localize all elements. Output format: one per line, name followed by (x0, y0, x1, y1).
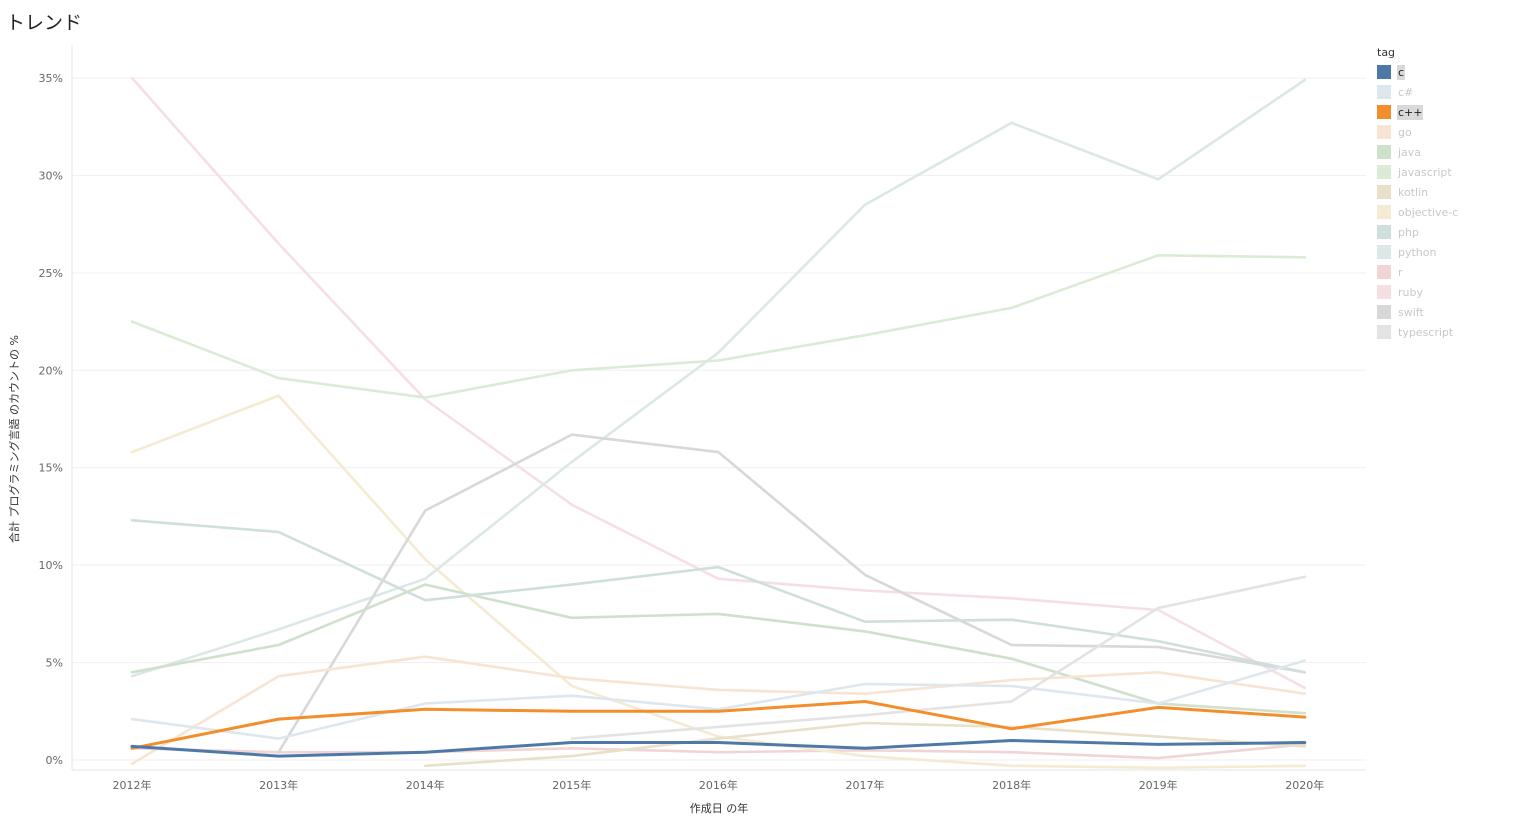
legend-swatch (1377, 145, 1391, 159)
x-tick-label: 2016年 (699, 778, 738, 792)
legend-label: php (1398, 225, 1419, 239)
y-tick-label: 5% (46, 657, 63, 670)
chart-title: トレンド (6, 12, 83, 34)
x-tick-label: 2019年 (1139, 778, 1178, 792)
x-axis-title: 作成日 の年 (690, 801, 749, 815)
y-tick-label: 15% (39, 462, 63, 475)
series-line-c (130, 739, 1307, 758)
legend-item[interactable]: java (1377, 142, 1507, 162)
y-axis: 0% 5% 10% 15% 20% 25% 30% 35% (39, 45, 73, 770)
series-line-javascript (130, 254, 1307, 399)
legend-item[interactable]: go (1377, 122, 1507, 142)
series-line-typescript (570, 575, 1307, 740)
legend-item[interactable]: swift (1377, 302, 1507, 322)
series-line-c (130, 700, 1307, 750)
series-line-objective-c (130, 394, 1307, 770)
legend-label: c (1397, 64, 1406, 80)
y-tick-label: 10% (39, 559, 63, 572)
legend-item[interactable]: r (1377, 262, 1507, 282)
series-line-php (130, 519, 1307, 674)
series-line-swift (277, 433, 1307, 754)
y-tick-label: 0% (46, 754, 63, 767)
legend-item[interactable]: c (1377, 62, 1507, 82)
legend-item[interactable]: typescript (1377, 322, 1507, 342)
legend-label: java (1398, 145, 1422, 159)
legend-swatch (1377, 165, 1391, 179)
legend-label: ruby (1398, 285, 1423, 299)
legend: tag c c# c++ go java javascript kotlin objectiv… (1377, 46, 1507, 342)
x-tick-label: 2015年 (552, 778, 591, 792)
legend-swatch (1377, 285, 1391, 299)
legend-swatch (1377, 265, 1391, 279)
series-line-java (130, 583, 1307, 715)
legend-item[interactable]: php (1377, 222, 1507, 242)
series-line-go (130, 655, 1307, 766)
series-line-r (130, 743, 1307, 760)
legend-label: c# (1398, 85, 1414, 99)
legend-item[interactable]: objective-c (1377, 202, 1507, 222)
series-line-kotlin (423, 721, 1307, 768)
legend-item[interactable]: kotlin (1377, 182, 1507, 202)
series-line-ruby (130, 76, 1307, 690)
legend-items: c c# c++ go java javascript kotlin objective-c p… (1377, 62, 1507, 342)
x-axis: 2012年 2013年 2014年 2015年 2016年 2017年 2018年 2019年… (72, 769, 1366, 792)
legend-label: typescript (1398, 325, 1454, 339)
legend-swatch (1377, 125, 1391, 139)
legend-item[interactable]: ruby (1377, 282, 1507, 302)
legend-label: go (1398, 125, 1412, 139)
legend-swatch (1377, 85, 1391, 99)
gridlines (72, 77, 1366, 761)
legend-swatch (1377, 305, 1391, 319)
y-axis-title: 合計 プログラミング言語 のカウントの % (7, 335, 21, 543)
legend-label: objective-c (1398, 205, 1459, 219)
y-tick-label: 30% (39, 169, 63, 182)
y-tick-label: 35% (39, 72, 63, 85)
x-tick-label: 2013年 (259, 778, 298, 792)
x-tick-label: 2012年 (113, 778, 152, 792)
legend-label: r (1398, 265, 1403, 279)
legend-swatch (1377, 185, 1391, 199)
legend-swatch (1377, 105, 1391, 119)
legend-item[interactable]: python (1377, 242, 1507, 262)
legend-label: python (1398, 245, 1437, 259)
series-line-python (130, 78, 1307, 678)
legend-label: javascript (1398, 165, 1452, 179)
legend-swatch (1377, 225, 1391, 239)
legend-swatch (1377, 65, 1391, 79)
legend-swatch (1377, 205, 1391, 219)
legend-title: tag (1377, 46, 1396, 59)
series-line-c (130, 659, 1307, 740)
y-tick-label: 25% (39, 267, 63, 280)
x-tick-label: 2017年 (846, 778, 885, 792)
legend-label: c++ (1397, 104, 1424, 120)
legend-item[interactable]: c++ (1377, 102, 1507, 122)
x-tick-label: 2020年 (1285, 778, 1324, 792)
legend-swatch (1377, 325, 1391, 339)
x-tick-label: 2014年 (406, 778, 445, 792)
legend-label: kotlin (1398, 185, 1429, 199)
x-tick-label: 2018年 (992, 778, 1031, 792)
series-lines (130, 76, 1307, 770)
line-chart: 0%5%10%15%20%25%30%35% 2012年 2013年 2014年 20… (7, 45, 1366, 815)
legend-item[interactable]: c# (1377, 82, 1507, 102)
legend-swatch (1377, 245, 1391, 259)
legend-label: swift (1398, 305, 1424, 319)
y-tick-label: 20% (39, 364, 63, 377)
legend-item[interactable]: javascript (1377, 162, 1507, 182)
